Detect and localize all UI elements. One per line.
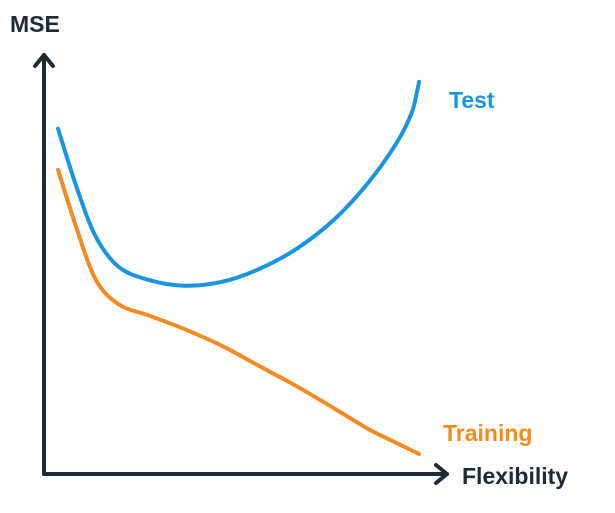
axes	[33, 53, 449, 485]
y-axis-arrow-icon	[33, 53, 55, 68]
series-layer	[56, 79, 421, 456]
x-axis-arrow-icon	[434, 463, 449, 485]
y-axis-label: MSE	[10, 11, 60, 37]
x-axis-label: Flexibility	[462, 463, 568, 489]
series-line-training	[56, 167, 421, 456]
series-line-test	[56, 79, 421, 288]
series-label-training: Training	[443, 420, 532, 446]
series-label-test: Test	[449, 87, 495, 113]
